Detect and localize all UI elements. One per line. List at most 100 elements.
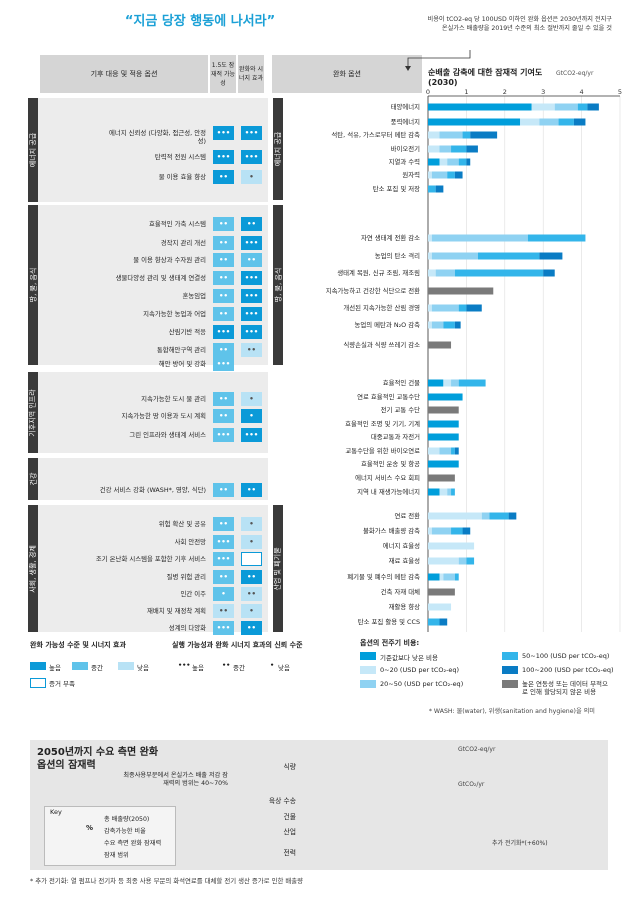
synergy-cell: ••• bbox=[241, 289, 262, 303]
synergy-cell: ••• bbox=[241, 236, 262, 250]
bottom-title: 2050년까지 수요 측면 완화 옵션의 잠재력 bbox=[37, 746, 158, 772]
page-title: “지금 당장 행동에 나서라” bbox=[124, 14, 276, 29]
mitigation-bar-segment bbox=[458, 379, 486, 387]
bottom-title-line2: 옵션의 잠재력 bbox=[37, 760, 96, 771]
mitigation-bar-segment bbox=[431, 321, 444, 329]
mitigation-bar-segment bbox=[439, 573, 444, 581]
mitigation-option-label: 지열과 수력 bbox=[388, 158, 420, 166]
mitigation-bar-segment bbox=[428, 618, 440, 626]
synergy-cell: ••• bbox=[241, 428, 262, 442]
mitigation-bar-segment bbox=[443, 321, 455, 329]
synergy-cell: • bbox=[241, 517, 262, 531]
legend-conf-med: 중간 bbox=[233, 664, 245, 672]
top-note: 비용이 tCO2-eq 당 100USD 이하인 완화 옵션은 2030년까지 … bbox=[427, 16, 613, 32]
mitigation-option-label: 재료 효율성 bbox=[388, 557, 420, 565]
mitigation-bar-segment bbox=[428, 447, 440, 455]
mitigation-option-label: 탄소 포집 및 저장 bbox=[372, 185, 420, 193]
synergy-cell: ••• bbox=[241, 271, 262, 285]
mitigation-bar-segment bbox=[428, 474, 455, 482]
legend-conf-low-dots: • bbox=[270, 661, 275, 669]
legend-cost-20-50: 20~50 (USD per tCO₂-eq) bbox=[380, 680, 464, 688]
mitigation-bar-segment bbox=[466, 158, 471, 166]
legend-cost-0-20: 0~20 (USD per tCO₂-eq) bbox=[380, 666, 460, 674]
feasibility-cell: •• bbox=[213, 483, 234, 497]
right-sidebar-1: 땅, 물, 음식 bbox=[273, 205, 283, 365]
mitigation-bar-segment bbox=[447, 158, 459, 166]
mitigation-bar-segment bbox=[531, 103, 555, 111]
mitigation-bar-segment bbox=[470, 131, 498, 139]
legend-low: 낮음 bbox=[137, 664, 149, 672]
adaptation-option-label: 통합해안구역 관리 bbox=[156, 346, 206, 354]
mitigation-option-label: 건축 자재 대체 bbox=[380, 588, 420, 596]
mitigation-bar-segment bbox=[428, 269, 436, 277]
feasibility-cell: •• bbox=[213, 170, 234, 184]
mitigation-option-label: 탄소 포집 활용 및 CCS bbox=[357, 618, 420, 626]
mitigation-option-label: 태양에너지 bbox=[390, 103, 420, 111]
mitigation-bar-segment bbox=[573, 118, 586, 126]
mitigation-bar-segment bbox=[458, 557, 467, 565]
mitigation-option-label: 연료 전환 bbox=[394, 512, 420, 520]
mitigation-bar-segment bbox=[454, 171, 463, 179]
mitigation-bar-segment bbox=[428, 557, 459, 565]
mitigation-bar-segment bbox=[454, 321, 461, 329]
mitigation-bar-segment bbox=[431, 234, 528, 242]
adaptation-option-label: 생물다양성 관리 및 생태계 연결성 bbox=[115, 274, 206, 282]
mitigation-bar-segment bbox=[428, 118, 521, 126]
sidebar-label-0: 에너지 공급 bbox=[29, 132, 37, 168]
adaptation-option-label: 성계의 다양화 bbox=[168, 624, 206, 632]
mitigation-bar-segment bbox=[577, 103, 588, 111]
mitigation-bar-segment bbox=[451, 145, 467, 153]
mitigation-option-label: 교통수단을 위한 바이오연료 bbox=[345, 447, 420, 455]
mitigation-option-label: 에너지 효율성 bbox=[382, 542, 420, 550]
adaptation-option-label: 조기 온난화 시스템을 포함한 기후 서비스 bbox=[95, 555, 206, 563]
mitigation-bar-segment bbox=[439, 447, 452, 455]
key-item-4: 잠재 범위 bbox=[104, 852, 129, 859]
footnote: * 추가 전기화: 열 펌프나 전기차 등 최종 사용 부문의 화석연료를 대체… bbox=[30, 877, 304, 885]
bottom-extra-note: 추가 전기화*(+60%) bbox=[492, 840, 548, 847]
header-adaptation: 기후 대응 및 적응 옵션 bbox=[40, 55, 208, 93]
mitigation-bar-segment bbox=[439, 618, 448, 626]
synergy-cell: •• bbox=[241, 253, 262, 267]
adaptation-option-label: 재배치 및 재정착 계획 bbox=[146, 607, 206, 615]
mitigation-bar-segment bbox=[428, 406, 459, 414]
mitigation-bar-segment bbox=[462, 527, 471, 535]
right-sidebar-label-1: 땅, 물, 음식 bbox=[274, 267, 283, 303]
mitigation-bar-segment bbox=[431, 527, 452, 535]
mitigation-option-label: 농업의 메탄과 N₂O 감축 bbox=[354, 321, 420, 329]
mitigation-bar-segment bbox=[428, 603, 452, 611]
synergy-cell bbox=[241, 552, 262, 566]
mitigation-bar-segment bbox=[428, 171, 432, 179]
legend-conf-high: 높음 bbox=[192, 664, 204, 672]
feasibility-cell: •• bbox=[213, 271, 234, 285]
x-tick-label: 2 bbox=[503, 88, 507, 96]
adaptation-option-label: 효율적인 가축 시스템 bbox=[149, 220, 206, 228]
mitigation-bar-segment bbox=[428, 131, 440, 139]
mitigation-bar-segment bbox=[451, 447, 455, 455]
mitigation-bar-segment bbox=[428, 234, 432, 242]
mitigation-bar-segment bbox=[435, 185, 444, 193]
sidebar-label-4: 사회, 생활, 경제 bbox=[29, 544, 38, 593]
mitigation-option-label: 생태계 복원, 신규 조림, 재조림 bbox=[337, 269, 420, 277]
mitigation-bar-segment bbox=[587, 103, 599, 111]
sidebar-0: 에너지 공급 bbox=[28, 98, 38, 202]
adaptation-option-label: 산림기반 적응 bbox=[168, 328, 206, 336]
legend-conf-med-dots: •• bbox=[222, 661, 231, 669]
mitigation-option-label: 에너지 서비스 수요 회피 bbox=[355, 474, 420, 482]
feasibility-cell: •• bbox=[213, 253, 234, 267]
mitigation-bar-segment bbox=[431, 252, 478, 260]
legend-conf-high-dots: ••• bbox=[178, 661, 191, 669]
sidebar-1: 땅, 물, 음식 bbox=[28, 205, 38, 365]
mitigation-bar-segment bbox=[428, 588, 455, 596]
x-tick-label: 1 bbox=[464, 88, 468, 96]
right-sidebar-2: 산업 및 폐기물 bbox=[273, 505, 283, 632]
key-item-2: 감축가능한 비율 bbox=[104, 828, 146, 835]
legend-swatch-cost-0-20 bbox=[360, 666, 376, 674]
legend-confidence-title: 실행 가능성과 완화 시너지 효과의 신뢰 수준 bbox=[172, 641, 303, 649]
legend-swatch-incomplete bbox=[30, 678, 46, 688]
mitigation-option-label: 재활용 향상 bbox=[388, 603, 420, 611]
mitigation-option-label: 전기 교통 수단 bbox=[380, 406, 420, 414]
mitigation-bar-segment bbox=[443, 573, 455, 581]
mitigation-option-label: 풍력에너지 bbox=[390, 118, 420, 126]
adaptation-option-label: 에너지 신뢰성 (다양화, 접근성, 안정성) bbox=[109, 129, 206, 145]
wash-note: * WASH: 물(water), 위생(sanitation and hygi… bbox=[428, 708, 595, 715]
